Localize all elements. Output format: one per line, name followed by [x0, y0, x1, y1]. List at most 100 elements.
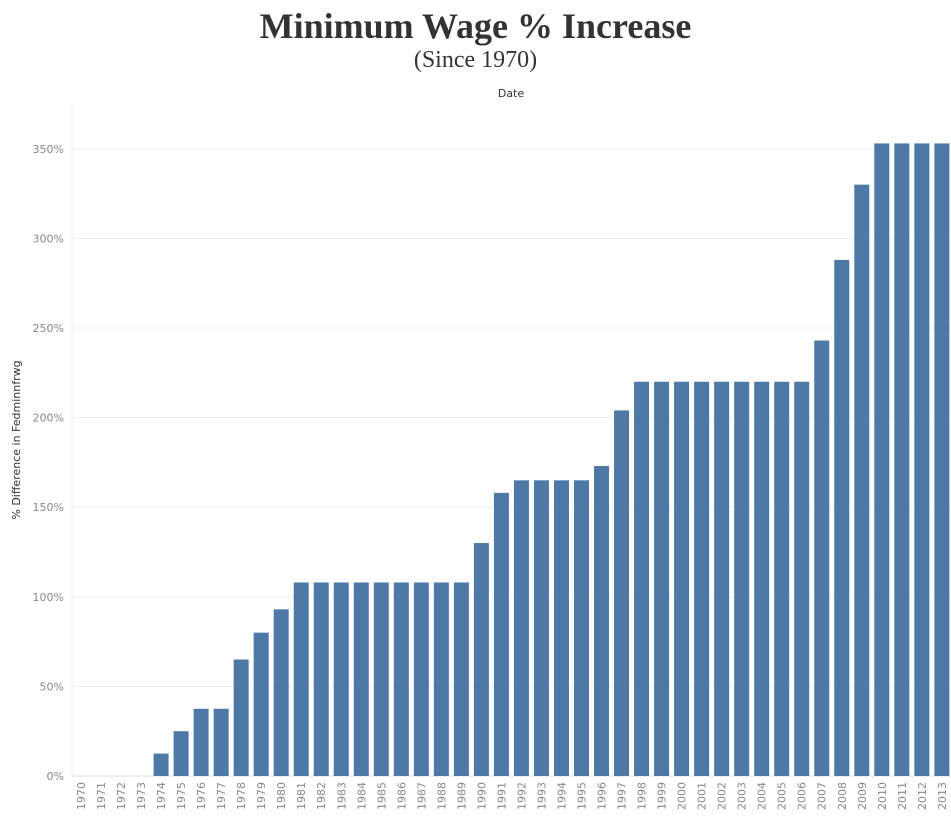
- bar-1990: [473, 543, 489, 776]
- x-tick-label: 1994: [555, 782, 568, 810]
- bar-2010: [874, 143, 890, 776]
- chart-subtitle: (Since 1970): [413, 47, 538, 73]
- bar-1983: [333, 582, 349, 776]
- bars: [153, 143, 950, 776]
- bar-1984: [353, 582, 369, 776]
- y-tick-label: 0%: [47, 770, 64, 783]
- x-tick-label: 2001: [696, 782, 709, 810]
- y-tick-label: 250%: [33, 322, 64, 335]
- x-axis-ticks: 1970 1971 1972 1973 1974 1975 1976 1977 1978 1979…: [75, 782, 949, 810]
- x-tick-label: 2004: [756, 782, 769, 810]
- x-tick-label: 1989: [455, 782, 468, 810]
- bar-1980: [273, 609, 289, 776]
- bar-1988: [433, 582, 449, 776]
- bar-2007: [814, 340, 830, 776]
- bar-2000: [674, 381, 690, 776]
- x-tick-label: 1975: [175, 782, 188, 810]
- y-tick-label: 150%: [33, 501, 64, 514]
- y-tick-label: 200%: [33, 412, 64, 425]
- x-tick-label: 1978: [235, 782, 248, 810]
- x-tick-label: 2012: [916, 782, 929, 810]
- bar-2011: [894, 143, 910, 776]
- x-tick-label: 1993: [535, 782, 548, 810]
- x-tick-label: 1977: [215, 782, 228, 810]
- bar-1977: [213, 708, 229, 776]
- y-axis-ticks: 0% 50% 100% 150% 200% 250% 300% 350%: [33, 143, 64, 783]
- bar-2013: [934, 143, 950, 776]
- x-tick-label: 1998: [636, 782, 649, 810]
- x-tick-label: 2005: [776, 782, 789, 810]
- bar-1976: [193, 708, 209, 776]
- x-tick-label: 2010: [876, 782, 889, 810]
- x-tick-label: 1979: [255, 782, 268, 810]
- x-tick-label: 1982: [315, 782, 328, 810]
- bar-2004: [754, 381, 770, 776]
- x-tick-label: 1999: [656, 782, 669, 810]
- x-tick-label: 1988: [435, 782, 448, 810]
- bar-1997: [614, 410, 630, 776]
- x-tick-label: 1974: [155, 782, 168, 810]
- x-tick-label: 1985: [375, 782, 388, 810]
- x-tick-label: 1981: [295, 782, 308, 810]
- bar-2002: [714, 381, 730, 776]
- x-tick-label: 2003: [736, 782, 749, 810]
- bar-1995: [574, 480, 589, 776]
- bar-1994: [553, 480, 569, 776]
- bar-1985: [373, 582, 389, 776]
- bar-2009: [854, 184, 870, 776]
- bar-1986: [393, 582, 409, 776]
- x-tick-label: 2009: [856, 782, 869, 810]
- x-tick-label: 2007: [816, 782, 829, 810]
- x-tick-label: 1987: [415, 782, 428, 810]
- x-tick-label: 1980: [275, 782, 288, 810]
- bar-1987: [413, 582, 429, 776]
- bar-1974: [153, 753, 169, 776]
- bar-2012: [914, 143, 930, 776]
- bar-1993: [533, 480, 549, 776]
- bar-1978: [233, 659, 249, 776]
- y-tick-label: 50%: [40, 680, 64, 693]
- top-axis-title: Date: [498, 87, 525, 100]
- x-tick-label: 2000: [676, 782, 689, 810]
- bar-2005: [774, 381, 790, 776]
- bar-1982: [313, 582, 329, 776]
- x-tick-label: 1995: [576, 782, 589, 810]
- chart-title: Minimum Wage % Increase: [259, 6, 692, 46]
- y-tick-label: 300%: [33, 232, 64, 245]
- bar-2003: [734, 381, 750, 776]
- x-tick-label: 1984: [355, 782, 368, 810]
- x-tick-label: 1971: [95, 782, 108, 810]
- x-tick-label: 2008: [836, 782, 849, 810]
- x-tick-label: 1991: [495, 782, 508, 810]
- x-tick-label: 1973: [135, 782, 148, 810]
- bar-1998: [634, 381, 650, 776]
- x-tick-label: 1976: [195, 782, 208, 810]
- bar-2001: [694, 381, 710, 776]
- bar-1981: [293, 582, 309, 776]
- bar-1989: [453, 582, 469, 776]
- bar-1975: [173, 731, 189, 776]
- x-tick-label: 1972: [115, 782, 128, 810]
- y-tick-label: 100%: [33, 591, 64, 604]
- bar-1979: [253, 632, 269, 776]
- bar-2006: [794, 381, 810, 776]
- bar-1996: [594, 465, 610, 776]
- x-tick-label: 1986: [395, 782, 408, 810]
- x-tick-label: 1996: [596, 782, 609, 810]
- bar-1999: [654, 381, 670, 776]
- x-tick-label: 1983: [335, 782, 348, 810]
- x-tick-label: 1990: [475, 782, 488, 810]
- x-tick-label: 1997: [616, 782, 629, 810]
- y-axis-title: % Difference in Fedminnfrwg: [10, 360, 23, 519]
- bar-1991: [493, 492, 509, 776]
- bar-2008: [834, 259, 850, 776]
- x-tick-label: 1992: [515, 782, 528, 810]
- x-tick-label: 2013: [936, 782, 949, 810]
- bar-1992: [513, 480, 529, 776]
- y-tick-label: 350%: [33, 143, 64, 156]
- x-tick-label: 1970: [75, 782, 88, 810]
- x-tick-label: 2006: [796, 782, 809, 810]
- x-tick-label: 2011: [896, 782, 909, 810]
- x-tick-label: 2002: [716, 782, 729, 810]
